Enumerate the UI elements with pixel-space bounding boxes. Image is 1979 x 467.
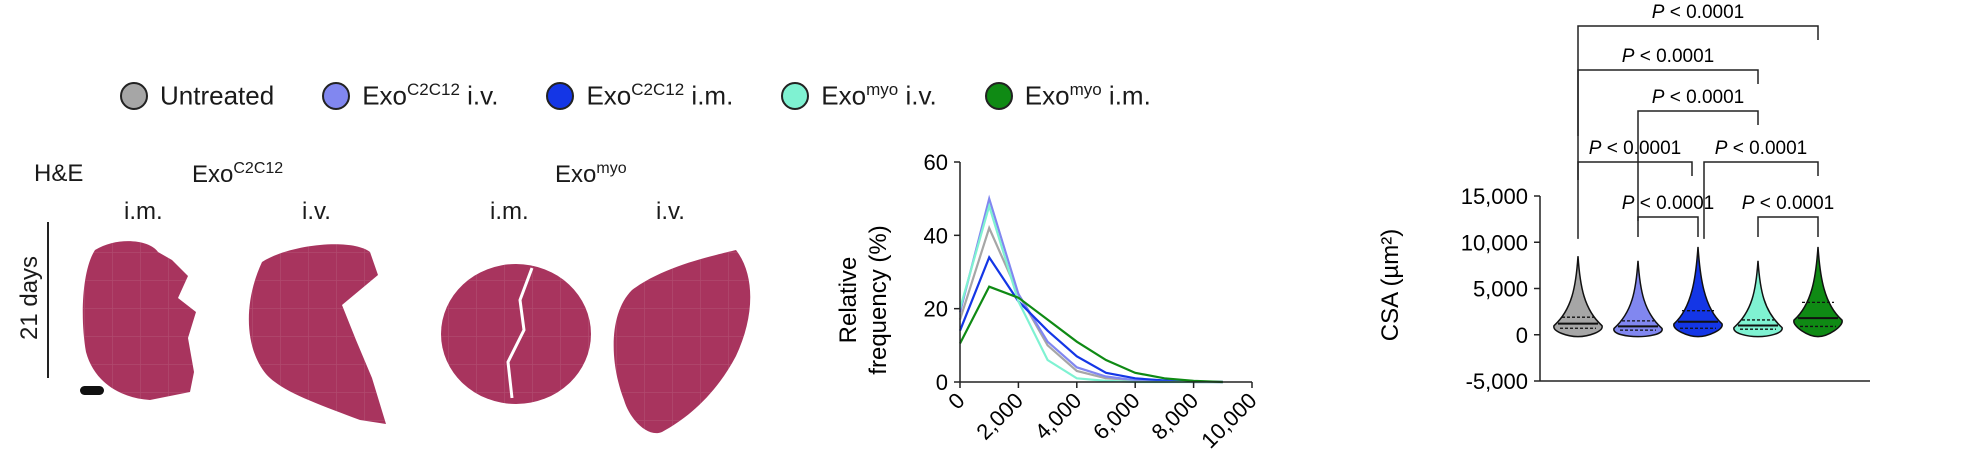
- y-tick-label: 5,000: [1473, 277, 1528, 302]
- violin-4: [1733, 260, 1783, 338]
- legend-label: Exomyo i.m.: [1024, 80, 1151, 111]
- route-label-myo-im: i.m.: [490, 198, 529, 225]
- p-value-label: P < 0.0001: [1715, 138, 1807, 159]
- y-tick-label: 15,000: [1461, 184, 1528, 209]
- y-tick-label: 40: [924, 223, 948, 248]
- y-axis-label: Relative: [835, 257, 862, 344]
- significance-bracket: [1577, 69, 1759, 180]
- x-tick-label: 0: [943, 388, 969, 414]
- significance-bracket: [1703, 161, 1819, 239]
- legend: Untreated ExoC2C12 i.v. ExoC2C12 i.m. Ex…: [120, 78, 1199, 114]
- legend-swatch: [781, 82, 810, 110]
- legend-swatch: [322, 82, 351, 110]
- y-tick-label: 10,000: [1461, 230, 1528, 255]
- legend-item-exo-myo-im: Exomyo i.m.: [984, 80, 1151, 112]
- y-tick-label: 0: [936, 370, 948, 395]
- x-tick-label: 2,000: [971, 388, 1028, 445]
- x-tick-label: 6,000: [1088, 388, 1145, 445]
- series-line-3: [958, 254, 1223, 384]
- significance-bracket: [1757, 216, 1819, 237]
- x-tick-label: 4,000: [1030, 388, 1087, 445]
- p-value-label: P < 0.0001: [1742, 193, 1834, 214]
- legend-label: ExoC2C12 i.m.: [586, 80, 734, 111]
- route-label-myo-iv: i.v.: [656, 198, 685, 225]
- legend-swatch: [546, 82, 575, 110]
- violin-3: [1673, 246, 1723, 338]
- legend-swatch: [120, 82, 148, 110]
- y-tick-label: 60: [924, 150, 948, 175]
- series-line-1: [958, 224, 1223, 384]
- legend-swatch: [984, 82, 1013, 110]
- legend-item-exo-myo-iv: Exomyo i.v.: [781, 80, 937, 112]
- route-label-c2c12-im: i.m.: [124, 198, 163, 225]
- p-value-label: P < 0.0001: [1652, 87, 1744, 108]
- violin-2: [1613, 260, 1663, 338]
- p-value-label: P < 0.0001: [1652, 2, 1744, 23]
- y-tick-label: 0: [1516, 323, 1528, 348]
- scale-bar: [80, 386, 104, 395]
- stain-label: H&E: [34, 160, 84, 187]
- route-label-c2c12-iv: i.v.: [302, 198, 331, 225]
- y-axis-label: CSA (µm²): [1377, 229, 1404, 342]
- group-label-c2c12: ExoC2C12: [192, 160, 284, 188]
- p-value-label: P < 0.0001: [1622, 193, 1714, 214]
- y-axis-label: frequency (%): [865, 225, 892, 374]
- violin-5: [1793, 246, 1843, 338]
- tissue-section-c2c12-iv: [248, 244, 386, 424]
- legend-item-untreated: Untreated: [120, 80, 274, 112]
- legend-item-exo-c2c12-im: ExoC2C12 i.m.: [546, 80, 733, 112]
- significance-bracket: [1637, 110, 1759, 221]
- y-tick-label: 20: [924, 297, 948, 322]
- legend-label: ExoC2C12 i.v.: [362, 80, 499, 111]
- tissue-section-myo-im: [441, 264, 591, 404]
- csa-violin-chart: CSA (µm²) -5,000 0 5,000 10,000 15,000 P < 0…: [1377, 2, 1870, 394]
- x-tick-label: 8,000: [1147, 388, 1204, 445]
- legend-label: Untreated: [160, 80, 275, 111]
- significance-bracket: [1637, 216, 1699, 237]
- time-bracket: [47, 222, 49, 378]
- significance-bracket: [1577, 25, 1819, 136]
- x-tick-label: 10,000: [1196, 388, 1261, 453]
- y-tick-label: -5,000: [1466, 369, 1528, 394]
- tissue-section-myo-iv: [613, 250, 751, 434]
- p-value-label: P < 0.0001: [1622, 46, 1714, 67]
- series-line-5: [959, 285, 1223, 384]
- tissue-section-c2c12-im: [82, 241, 196, 400]
- p-value-label: P < 0.0001: [1589, 138, 1681, 159]
- legend-item-exo-c2c12-iv: ExoC2C12 i.v.: [322, 80, 498, 112]
- significance-bracket: [1577, 161, 1693, 239]
- legend-label: Exomyo i.v.: [821, 80, 937, 111]
- group-label-myo: Exomyo: [555, 160, 627, 188]
- violin-1: [1553, 256, 1603, 338]
